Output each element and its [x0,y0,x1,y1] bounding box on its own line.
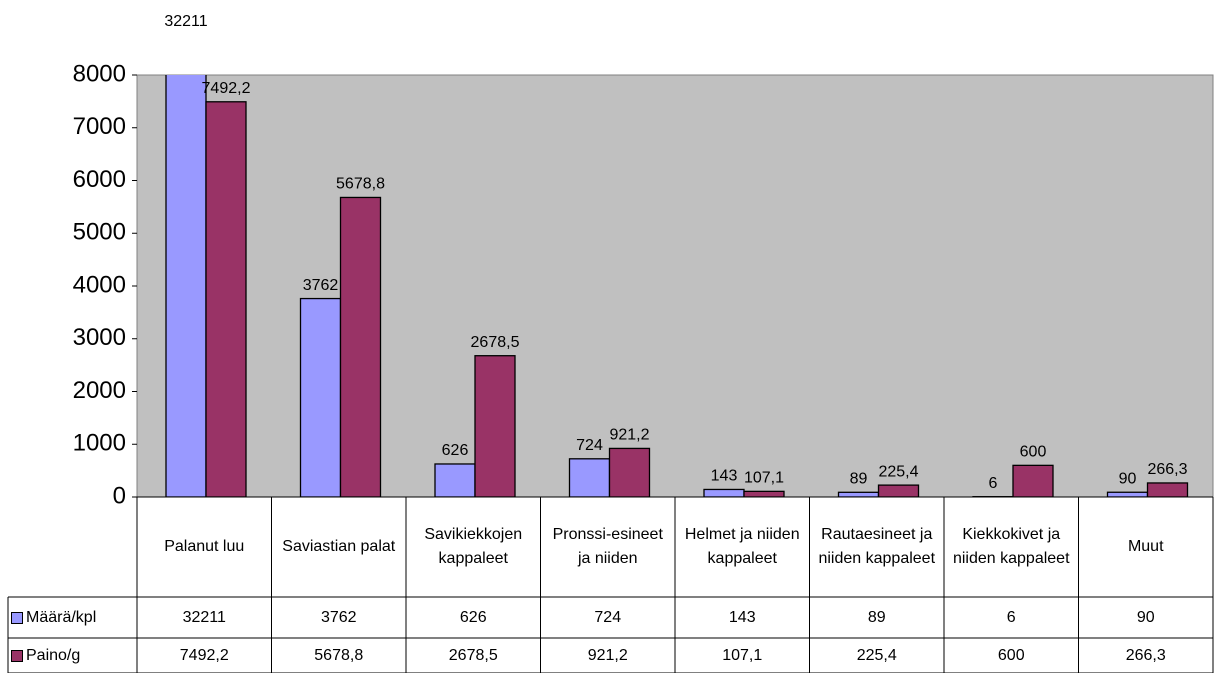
data-label: 89 [850,471,868,488]
category-label: Palanut luu [164,538,245,555]
category-label: Rautaesineet ja niiden kappaleet [818,526,936,567]
bar [568,458,611,497]
table-value: 6 [1006,608,1016,626]
data-label: 600 [1020,444,1047,461]
data-label: 724 [576,437,603,454]
table-value: 3762 [320,608,357,626]
y-tick-label: 3000 [73,324,126,351]
table-value: 107,1 [722,646,763,664]
bar [877,484,920,497]
table-value: 2678,5 [448,646,498,664]
table-value: 32211 [182,608,226,626]
legend-swatch [11,611,23,624]
y-tick-label: 6000 [73,166,126,193]
table-value: 143 [728,608,756,626]
data-label: 3762 [303,277,339,294]
table-value: 225,4 [856,646,897,664]
legend-label: Määrä/kpl [26,608,97,626]
legend-item: Paino/g [11,638,80,673]
y-tick-label: 0 [113,482,126,509]
bar [1146,482,1189,497]
bar [165,75,207,497]
legend-item: Määrä/kpl [11,597,96,638]
table-value: 7492,2 [179,646,229,664]
data-label: 2678,5 [471,334,520,351]
data-label: 5678,8 [336,176,385,193]
table-value: 5678,8 [314,646,364,664]
category-label: Pronssi-esineet ja niiden [552,526,663,567]
table-value: 89 [867,608,886,626]
bar [608,447,651,497]
legend-swatch [11,649,23,662]
y-tick-label: 8000 [73,60,126,87]
y-tick-label: 4000 [73,271,126,298]
data-label: 32211 [164,13,207,30]
table-value: 921,2 [587,646,628,664]
data-label: 90 [1119,470,1137,487]
category-label: Muut [1127,538,1164,555]
bar [299,297,342,497]
category-label: Savikiekkojen kappaleet [424,526,523,567]
category-label: Kiekkokivet ja niiden kappaleet [952,526,1070,567]
bar [205,101,247,497]
bar [474,355,516,497]
bar [1012,464,1054,497]
table-value: 626 [459,608,487,626]
table-value: 266,3 [1125,646,1166,664]
bar [434,463,476,497]
table-value: 90 [1136,608,1155,626]
data-label: 6 [989,475,998,492]
table-value: 724 [594,608,622,626]
plot-area [136,74,1214,498]
bar [339,196,382,497]
legend-label: Paino/g [26,646,81,664]
data-label: 921,2 [609,427,649,444]
table-value: 600 [997,646,1025,664]
bar [703,488,745,497]
y-tick-label: 1000 [73,430,126,457]
data-label: 7492,2 [202,80,251,97]
bars [165,75,1189,497]
data-label: 107,1 [744,470,784,487]
y-tick-label: 7000 [73,113,126,140]
data-label: 626 [442,442,469,459]
y-tick-label: 5000 [73,219,126,246]
category-label: Helmet ja niiden kappaleet [684,526,800,567]
category-label: Saviastian palat [282,538,396,555]
y-tick-label: 2000 [73,377,126,404]
data-label: 225,4 [878,463,918,480]
data-label: 266,3 [1147,461,1187,478]
data-label: 143 [711,468,738,485]
